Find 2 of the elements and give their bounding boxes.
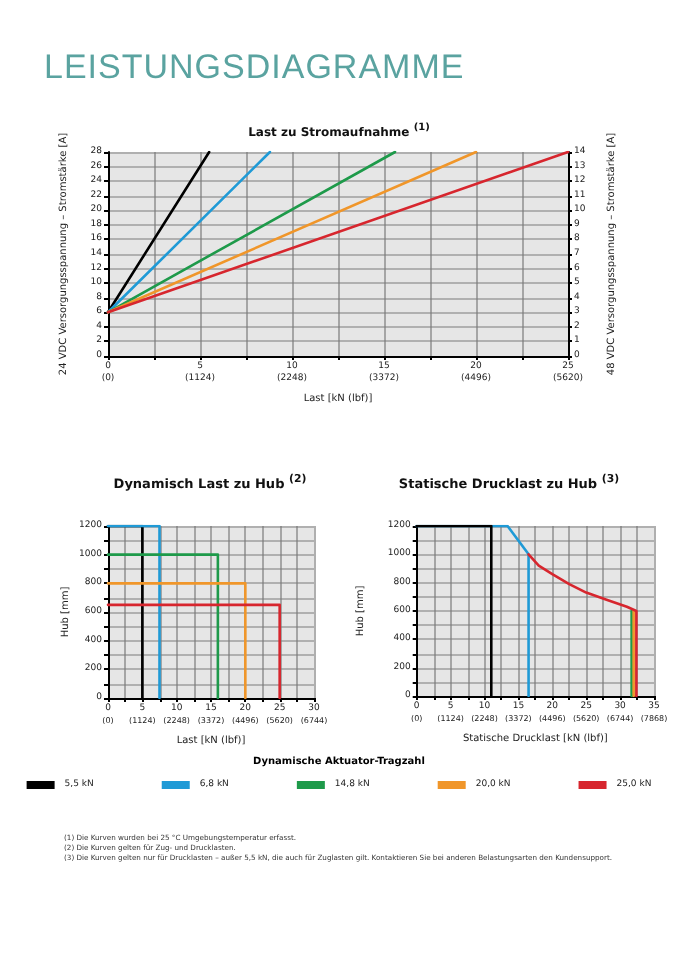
line-series (527, 553, 638, 698)
chart-title: LEISTUNGSDIAGRAMME (44, 48, 465, 88)
